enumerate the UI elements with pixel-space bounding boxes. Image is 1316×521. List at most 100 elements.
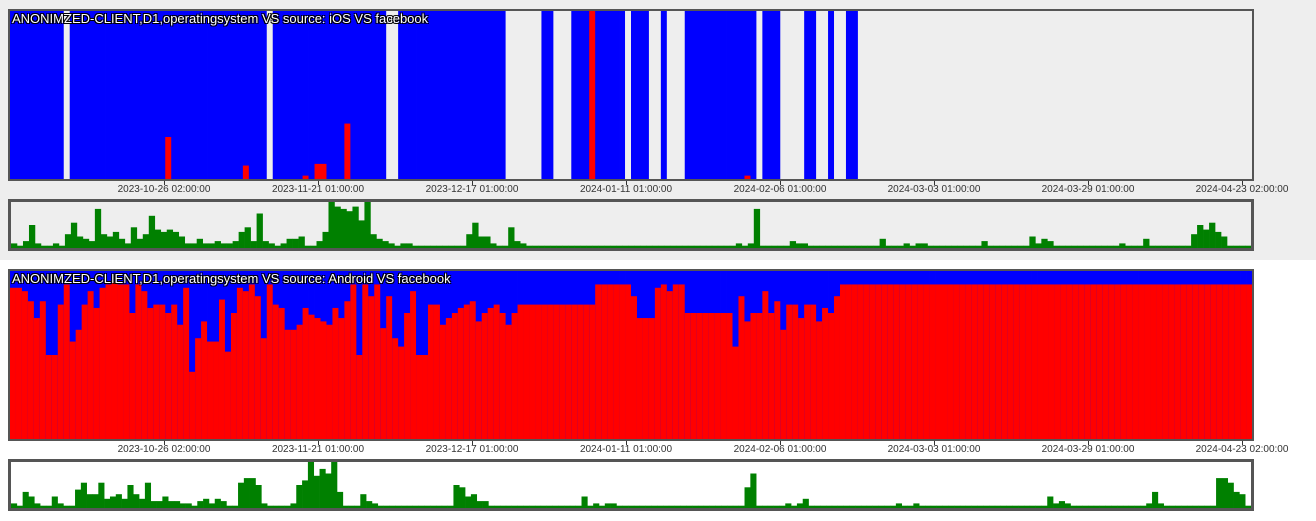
volume-bar (610, 245, 617, 248)
x-tick-label: 2024-04-23 02:00:00 (1195, 444, 1289, 455)
volume-chart-android[interactable] (8, 459, 1254, 511)
volume-bar (807, 245, 815, 248)
facebook-bar (153, 304, 160, 439)
facebook-bar (374, 284, 381, 439)
volume-bar (951, 245, 958, 248)
volume-bar (669, 245, 677, 248)
facebook-bar (1228, 284, 1235, 439)
facebook-bar (111, 281, 118, 439)
x-tick-mark (1088, 441, 1089, 445)
volume-bar (238, 482, 245, 508)
volume-bar (826, 505, 833, 508)
facebook-bar (720, 313, 727, 439)
facebook-bar (457, 307, 465, 439)
facebook-bar (642, 318, 650, 439)
gap-bar (1102, 11, 1110, 179)
gap-bar (935, 11, 942, 179)
facebook-bar (738, 296, 745, 439)
ios-bar (195, 11, 202, 179)
volume-bar (965, 505, 972, 508)
ios-bar (51, 11, 59, 179)
volume-bar (1053, 245, 1060, 248)
volume-chart-ios[interactable] (8, 199, 1254, 251)
ios-bar (75, 11, 83, 179)
gap-bar (911, 11, 919, 179)
volume-bar (250, 241, 257, 248)
gap-bar (523, 11, 530, 179)
volume-bar (552, 505, 559, 508)
volume-bar (1012, 505, 1019, 508)
ios-bar (153, 11, 160, 179)
facebook-bar (260, 338, 268, 439)
volume-bar (697, 505, 705, 508)
facebook-bar (338, 318, 345, 439)
gap-bar (881, 11, 889, 179)
volume-bar (771, 245, 779, 248)
facebook-bar (266, 284, 274, 439)
facebook-bar (708, 313, 715, 439)
ios-bar (308, 11, 315, 179)
volume-bar (226, 243, 233, 248)
facebook-bar (636, 318, 644, 439)
volume-bar (1239, 245, 1246, 248)
ios-bar (768, 11, 775, 179)
volume-bar (45, 505, 53, 508)
facebook-bar (1126, 284, 1133, 439)
gap-bar (559, 11, 566, 179)
volume-bar (1186, 505, 1194, 508)
volume-bar (174, 501, 181, 508)
facebook-bar (117, 284, 124, 439)
volume-bar (1005, 245, 1012, 248)
volume-bar (977, 505, 984, 508)
volume-bar (430, 505, 437, 508)
volume-bar (628, 245, 635, 248)
volume-bar (406, 505, 413, 508)
x-tick-label: 2023-11-21 01:00:00 (271, 184, 365, 195)
volume-bar (342, 505, 349, 508)
volume-bar (1083, 245, 1090, 248)
x-tick-mark (472, 441, 473, 445)
ios-bar (684, 11, 692, 179)
volume-bar (75, 489, 82, 508)
volume-bar (1101, 245, 1108, 248)
facebook-bar (87, 291, 94, 439)
volume-bar (779, 505, 786, 508)
facebook-bar (254, 296, 262, 439)
volume-bar (490, 243, 497, 248)
volume-bar (104, 498, 111, 508)
volume-bar (142, 234, 150, 248)
volume-bar (529, 505, 536, 508)
volume-bar (1163, 505, 1170, 508)
volume-bar (534, 505, 542, 508)
volume-bar (674, 505, 681, 508)
volume-bar (538, 245, 545, 248)
gap-bar (1060, 11, 1068, 179)
gap-bar (822, 11, 829, 179)
gap-bar (929, 11, 936, 179)
ios-bar (547, 11, 554, 179)
ios-bar (762, 11, 769, 179)
volume-bar (162, 496, 169, 508)
ios-bar (690, 11, 698, 179)
volume-bar (406, 243, 413, 248)
gap-bar (1108, 11, 1116, 179)
volume-bar (1181, 505, 1188, 508)
facebook-bar (45, 355, 53, 439)
gap-bar (1031, 11, 1038, 179)
facebook-bar (1156, 284, 1163, 439)
ios-bar (105, 11, 112, 179)
gap-bar (1043, 11, 1050, 179)
facebook-bar (523, 304, 530, 439)
facebook-bar (881, 284, 889, 439)
volume-bar (394, 245, 401, 248)
volume-bar (1179, 245, 1186, 248)
volume-bar (388, 243, 395, 248)
x-tick-label: 2024-01-11 01:00:00 (579, 184, 673, 195)
volume-bar (663, 505, 670, 508)
ios-bar (631, 11, 638, 179)
volume-bar (622, 245, 629, 248)
volume-bar (69, 505, 76, 508)
volume-bar (699, 245, 707, 248)
facebook-bar (141, 291, 148, 439)
facebook-bar (1102, 284, 1110, 439)
